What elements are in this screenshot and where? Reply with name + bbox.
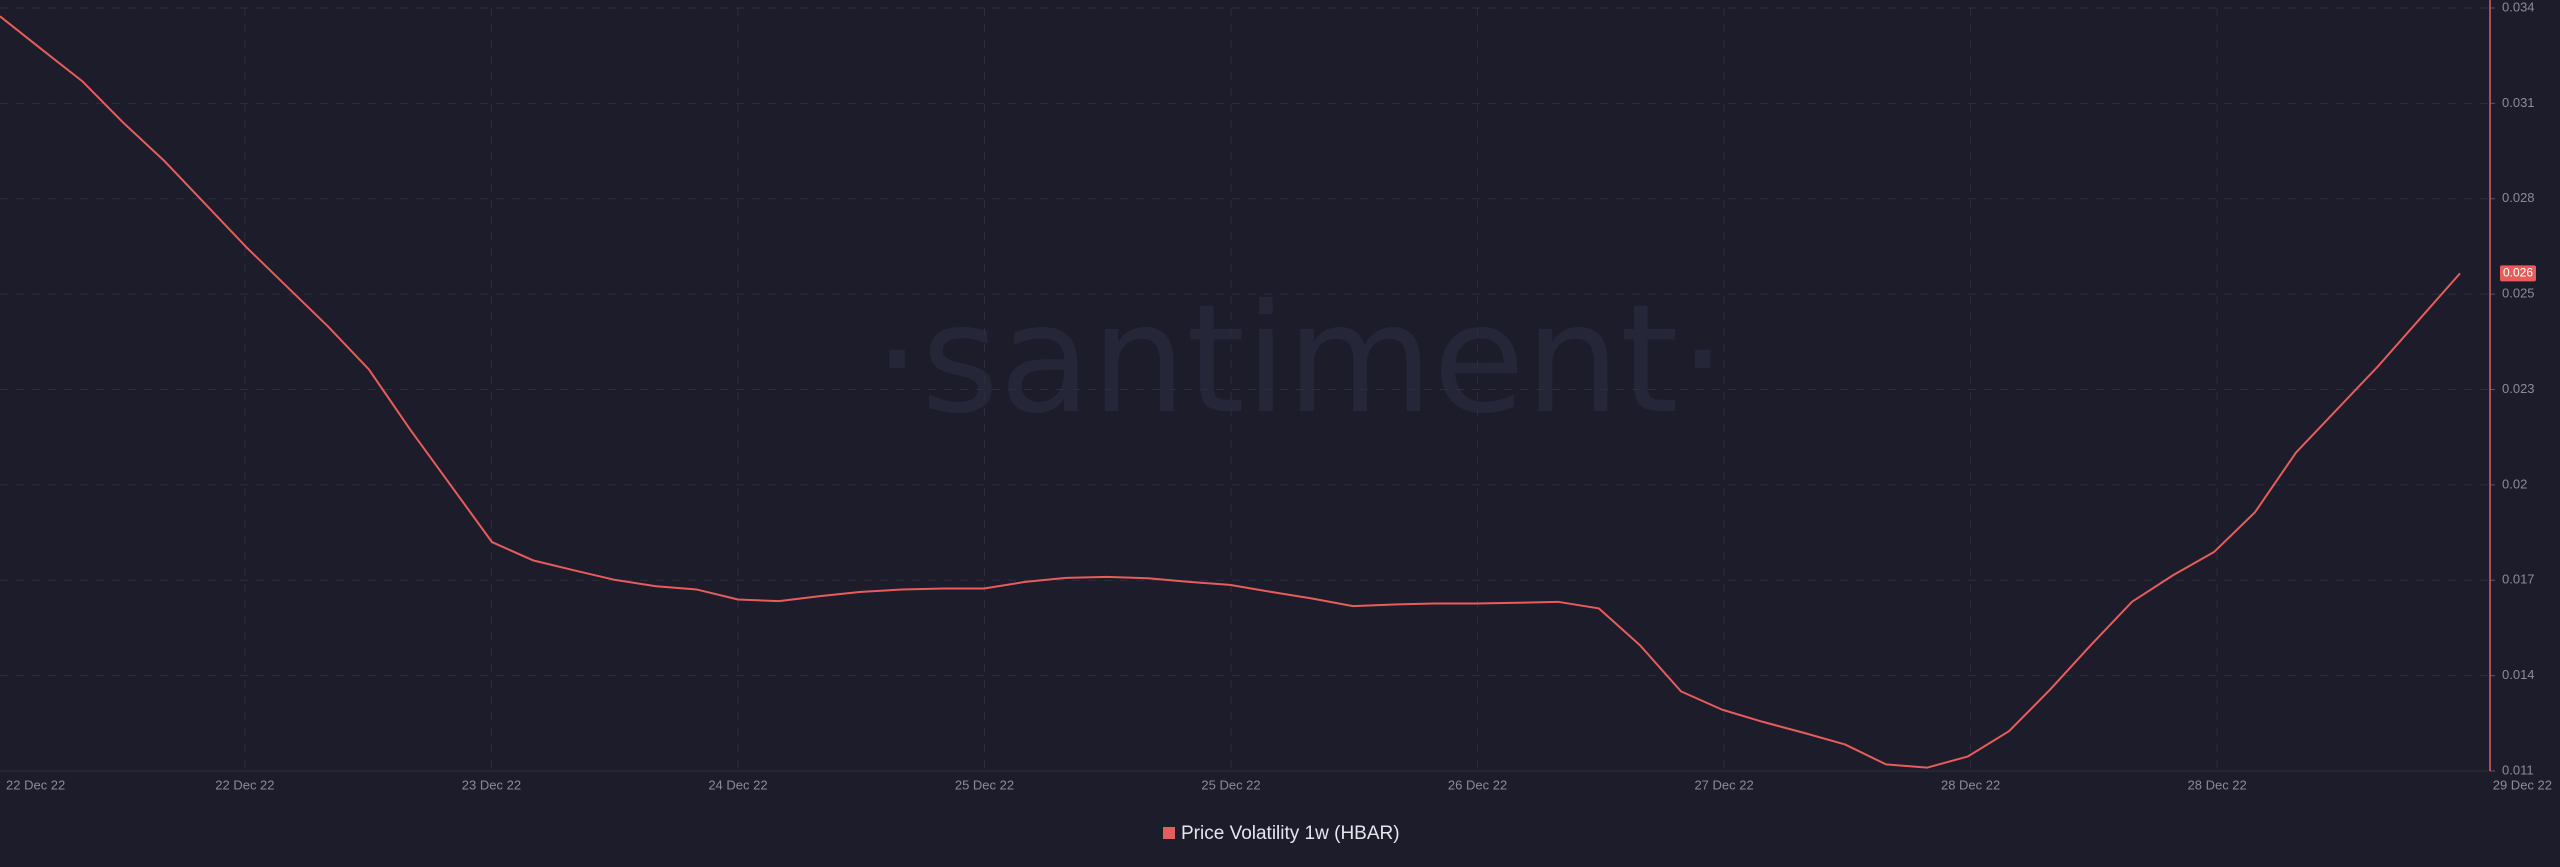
x-tick-label: 24 Dec 22: [708, 777, 767, 792]
watermark: ·santiment·: [873, 273, 1726, 447]
x-tick-label: 25 Dec 22: [1201, 777, 1260, 792]
x-tick-label: 29 Dec 22: [2493, 777, 2552, 792]
y-tick-label: 0.031: [2502, 95, 2535, 110]
current-value-label: 0.026: [2503, 266, 2533, 280]
x-tick-label: 28 Dec 22: [1941, 777, 2000, 792]
legend-label: Price Volatility 1w (HBAR): [1181, 823, 1400, 844]
x-tick-label: 22 Dec 22: [215, 777, 274, 792]
x-tick-label: 25 Dec 22: [955, 777, 1014, 792]
x-tick-label: 27 Dec 22: [1694, 777, 1753, 792]
legend-swatch: [1163, 827, 1175, 839]
y-tick-label: 0.017: [2502, 572, 2535, 587]
current-value-badge: [2500, 265, 2536, 282]
y-tick-label: 0.014: [2502, 667, 2535, 682]
x-tick-label: 26 Dec 22: [1448, 777, 1507, 792]
y-tick-label: 0.025: [2502, 286, 2535, 301]
x-tick-label: 22 Dec 22: [6, 777, 65, 792]
line-series: [0, 15, 2461, 769]
y-tick-label: 0.023: [2502, 381, 2535, 396]
y-tick-label: 0.011: [2502, 762, 2534, 777]
y-tick-label: 0.028: [2502, 190, 2535, 205]
x-tick-label: 28 Dec 22: [2188, 777, 2247, 792]
y-tick-label: 0.02: [2502, 476, 2527, 491]
y-tick-label: 0.034: [2502, 0, 2535, 14]
x-tick-label: 23 Dec 22: [462, 777, 521, 792]
